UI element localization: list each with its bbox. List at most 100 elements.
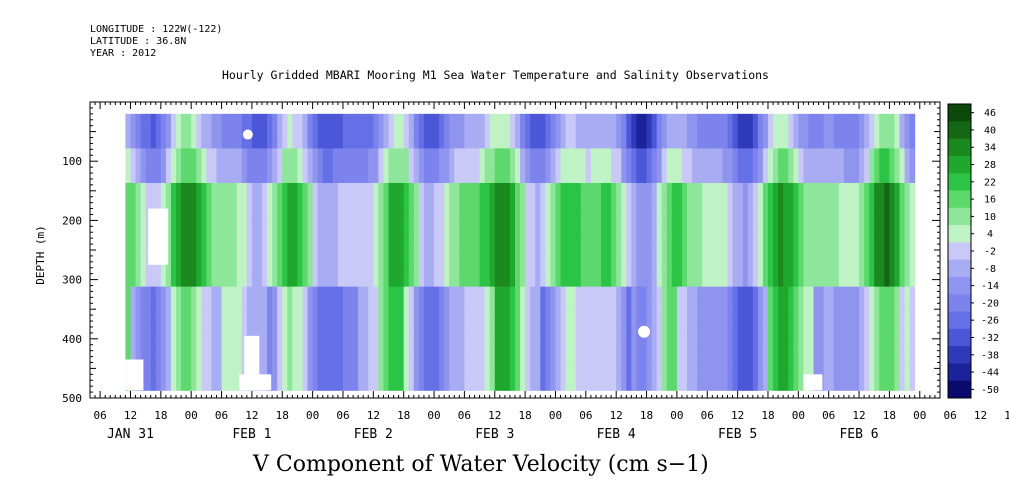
heatmap-cell xyxy=(525,275,531,288)
heatmap-cell xyxy=(737,217,744,230)
heatmap-cell xyxy=(206,125,212,138)
heatmap-cell xyxy=(231,194,238,207)
heatmap-cell xyxy=(454,263,460,276)
heatmap-cell xyxy=(808,159,815,172)
heatmap-cell xyxy=(155,275,162,288)
heatmap-cell xyxy=(535,182,541,195)
heatmap-cell xyxy=(418,194,425,207)
heatmap-cell xyxy=(762,113,769,126)
heatmap-cell xyxy=(803,229,809,242)
heatmap-cell xyxy=(889,125,895,138)
heatmap-cell xyxy=(661,148,668,161)
heatmap-cell xyxy=(681,355,688,368)
heatmap-cell xyxy=(312,309,319,322)
heatmap-cell xyxy=(894,275,901,288)
heatmap-cell xyxy=(302,136,309,149)
heatmap-cell xyxy=(793,148,799,161)
heatmap-cell xyxy=(762,344,769,357)
heatmap-cell xyxy=(170,148,177,161)
heatmap-cell xyxy=(206,275,212,288)
heatmap-cell xyxy=(570,217,577,230)
heatmap-cell xyxy=(439,309,445,322)
heatmap-cell xyxy=(165,113,172,126)
heatmap-cell xyxy=(570,240,577,253)
heatmap-cell xyxy=(656,125,663,138)
heatmap-cell xyxy=(611,332,617,345)
heatmap-cell xyxy=(712,159,718,172)
heatmap-cell xyxy=(636,252,642,265)
heatmap-cell xyxy=(722,240,728,253)
heatmap-cell xyxy=(737,309,744,322)
heatmap-cell xyxy=(241,309,248,322)
heatmap-cell xyxy=(393,229,400,242)
heatmap-cell xyxy=(474,332,481,345)
heatmap-cell xyxy=(191,240,197,253)
heatmap-cell xyxy=(879,263,885,276)
heatmap-cell xyxy=(636,159,642,172)
heatmap-cell xyxy=(773,367,779,380)
heatmap-cell xyxy=(489,240,496,253)
heatmap-cell xyxy=(251,240,258,253)
heatmap-cell xyxy=(332,229,339,242)
heatmap-cell xyxy=(621,113,627,126)
heatmap-cell xyxy=(879,275,885,288)
heatmap-cell xyxy=(327,240,334,253)
heatmap-cell xyxy=(125,286,131,299)
heatmap-cell xyxy=(393,275,400,288)
heatmap-cell xyxy=(378,344,384,357)
heatmap-cell xyxy=(808,171,815,184)
heatmap-cell xyxy=(687,113,693,126)
heatmap-cell xyxy=(899,171,906,184)
heatmap-cell xyxy=(342,252,349,265)
heatmap-cell xyxy=(216,217,223,230)
heatmap-cell xyxy=(216,159,223,172)
heatmap-cell xyxy=(211,159,217,172)
heatmap-cell xyxy=(848,275,855,288)
heatmap-cell xyxy=(145,286,152,299)
heatmap-cell xyxy=(889,355,895,368)
heatmap-cell xyxy=(226,136,233,149)
heatmap-cell xyxy=(464,378,470,391)
heatmap-cell xyxy=(342,275,349,288)
heatmap-cell xyxy=(676,229,683,242)
heatmap-cell xyxy=(525,344,531,357)
heatmap-cell xyxy=(353,240,359,253)
heatmap-cell xyxy=(332,182,339,195)
heatmap-cell xyxy=(140,263,147,276)
heatmap-cell xyxy=(337,125,344,138)
heatmap-cell xyxy=(125,113,131,126)
heatmap-cell xyxy=(206,194,212,207)
heatmap-cell xyxy=(434,194,440,207)
heatmap-cell xyxy=(843,263,850,276)
heatmap-cell xyxy=(348,298,354,311)
heatmap-cell xyxy=(545,159,551,172)
heatmap-cell xyxy=(373,217,379,230)
heatmap-cell xyxy=(646,136,653,149)
heatmap-cell xyxy=(256,113,263,126)
heatmap-cell xyxy=(130,125,137,138)
heatmap-cell xyxy=(302,367,309,380)
heatmap-cell xyxy=(656,240,663,253)
heatmap-cell xyxy=(727,378,734,391)
heatmap-cell xyxy=(176,113,182,126)
heatmap-cell xyxy=(423,275,430,288)
heatmap-cell xyxy=(732,240,739,253)
heatmap-cell xyxy=(859,378,865,391)
heatmap-cell xyxy=(601,194,607,207)
heatmap-cell xyxy=(201,252,207,265)
heatmap-cell xyxy=(176,286,182,299)
heatmap-cell xyxy=(444,217,450,230)
heatmap-cell xyxy=(833,159,840,172)
heatmap-cell xyxy=(509,252,516,265)
heatmap-cell xyxy=(125,194,131,207)
heatmap-cell xyxy=(656,321,663,334)
heatmap-cell xyxy=(277,194,283,207)
heatmap-cell xyxy=(241,205,248,219)
heatmap-cell xyxy=(337,182,344,195)
heatmap-cell xyxy=(601,159,607,172)
heatmap-cell xyxy=(337,205,344,219)
heatmap-cell xyxy=(423,229,430,242)
heatmap-cell xyxy=(813,263,820,276)
heatmap-cell xyxy=(666,240,673,253)
heatmap-cell xyxy=(474,309,481,322)
